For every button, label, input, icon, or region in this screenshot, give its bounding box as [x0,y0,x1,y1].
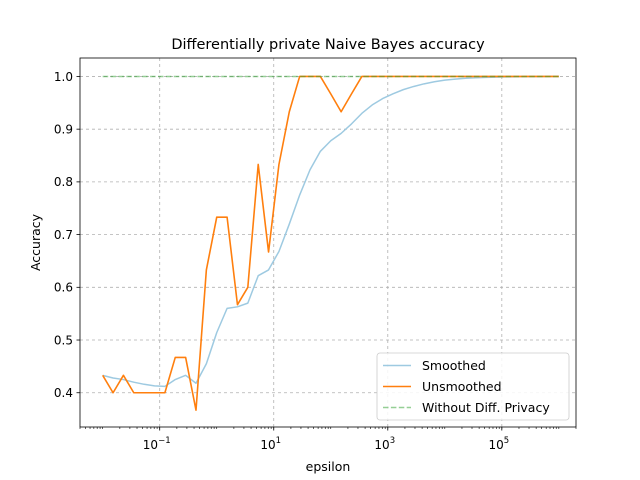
y-axis-label: Accuracy [28,213,43,271]
series-layer [102,75,559,411]
x-tick-label: 10−1 [143,436,171,452]
y-tick-label: 0.6 [54,281,73,295]
y-tick-label: 0.9 [54,122,73,136]
x-tick-label: 101 [260,436,281,452]
legend-label: Smoothed [422,358,486,373]
x-tick-label: 105 [488,436,509,452]
legend: Smoothed Unsmoothed Without Diff. Privacy [376,352,570,421]
legend-box [376,352,570,421]
legend-label: Unsmoothed [422,379,502,394]
y-tick-label: 0.8 [54,175,73,189]
legend-label: Without Diff. Privacy [422,400,550,415]
y-tick-label: 0.4 [54,386,73,400]
x-axis-ticks: 10−1 101 103 105 [79,427,577,452]
y-tick-label: 0.7 [54,228,73,242]
series-line-smoothed [102,75,559,388]
chart-title: Differentially private Naive Bayes accur… [171,37,485,53]
x-axis-label: epsilon [306,459,351,474]
x-tick-label: 103 [374,436,395,452]
y-tick-label: 1.0 [54,70,73,84]
y-tick-label: 0.5 [54,333,73,347]
y-axis-ticks: 0.4 0.5 0.6 0.7 0.8 0.9 1.0 [54,70,80,400]
